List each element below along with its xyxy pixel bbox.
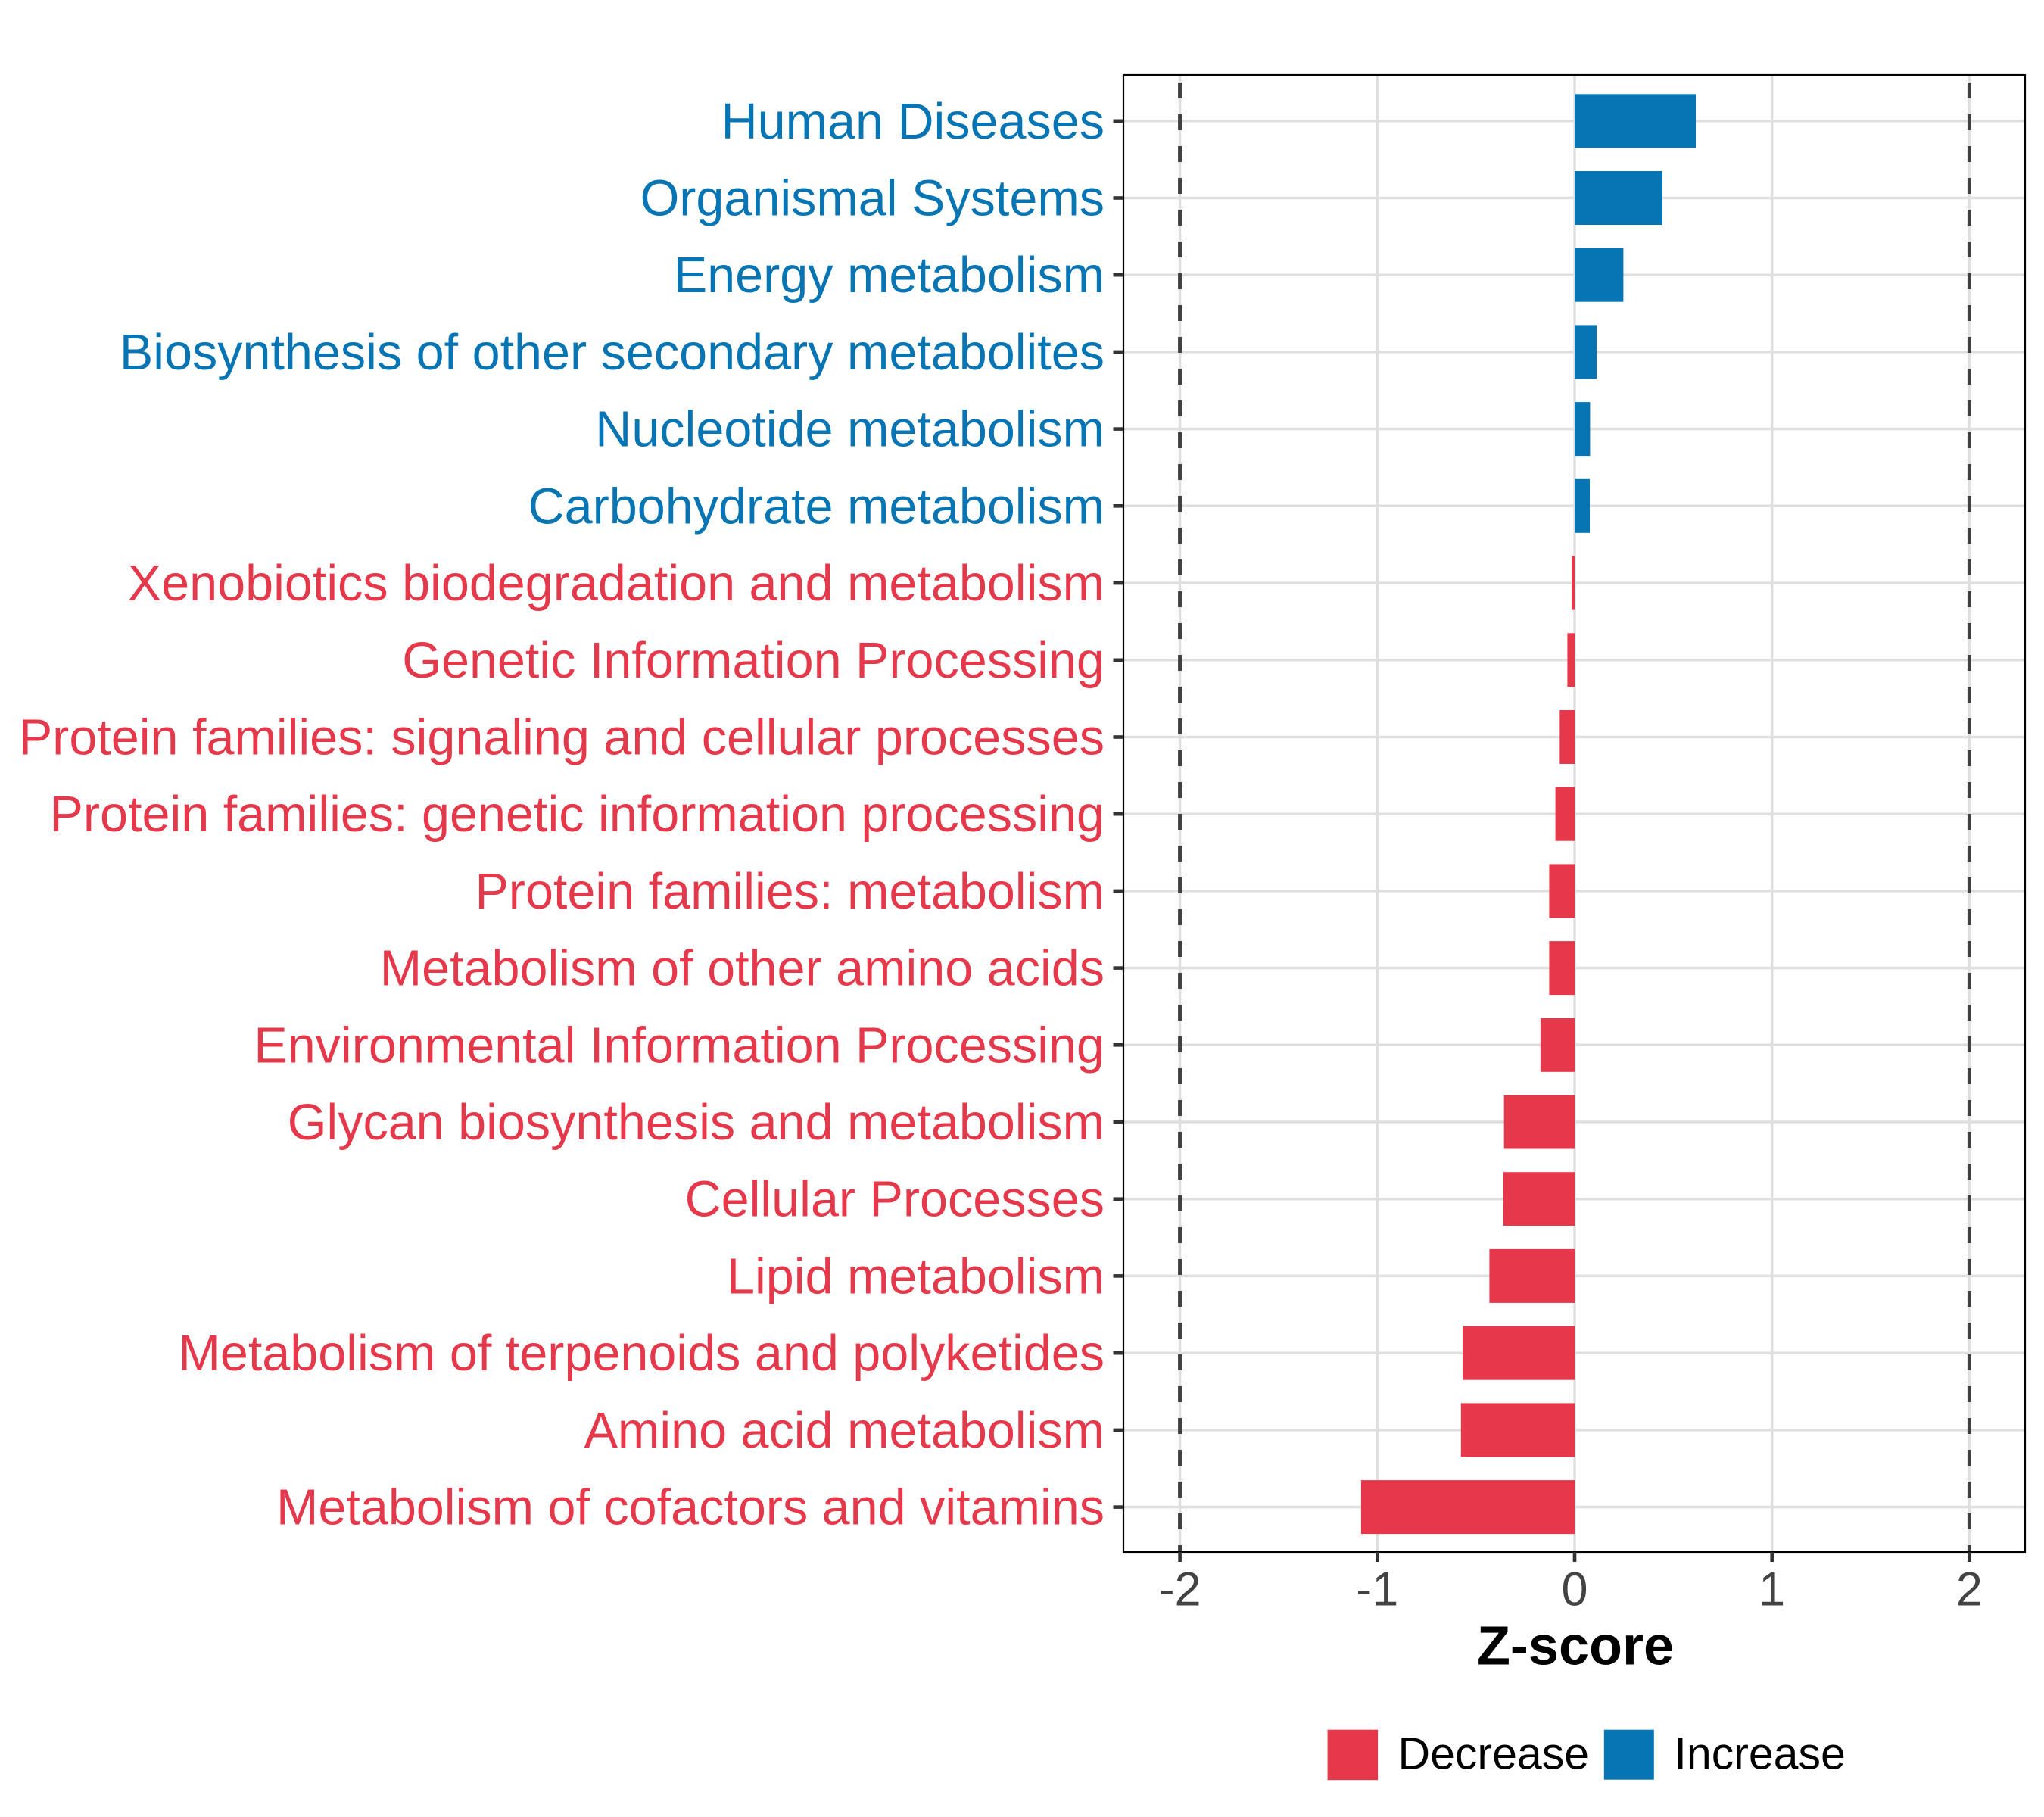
svg-text:Nucleotide metabolism: Nucleotide metabolism <box>595 402 1105 458</box>
svg-text:Energy metabolism: Energy metabolism <box>674 248 1105 304</box>
svg-text:Metabolism of terpenoids and p: Metabolism of terpenoids and polyketides <box>178 1326 1105 1382</box>
svg-text:Genetic Information Processing: Genetic Information Processing <box>402 633 1105 689</box>
svg-text:Carbohydrate metabolism: Carbohydrate metabolism <box>528 478 1105 535</box>
svg-text:Glycan biosynthesis and metabo: Glycan biosynthesis and metabolism <box>288 1095 1105 1151</box>
svg-text:Protein families: genetic info: Protein families: genetic information pr… <box>50 787 1105 843</box>
svg-text:-2: -2 <box>1159 1563 1201 1616</box>
svg-text:Cellular Processes: Cellular Processes <box>685 1172 1105 1228</box>
svg-text:Xenobiotics biodegradation and: Xenobiotics biodegradation and metabolis… <box>128 556 1105 612</box>
svg-text:1: 1 <box>1759 1563 1785 1616</box>
svg-text:Biosynthesis of other secondar: Biosynthesis of other secondary metaboli… <box>120 325 1105 381</box>
svg-text:Z-score: Z-score <box>1477 1616 1674 1677</box>
svg-text:0: 0 <box>1561 1563 1588 1616</box>
svg-text:Decrease: Decrease <box>1398 1728 1590 1778</box>
svg-text:Human Diseases: Human Diseases <box>721 94 1105 150</box>
svg-text:Metabolism of cofactors and vi: Metabolism of cofactors and vitamins <box>276 1480 1105 1536</box>
svg-text:Organismal Systems: Organismal Systems <box>640 171 1105 227</box>
svg-text:Lipid metabolism: Lipid metabolism <box>727 1248 1105 1304</box>
svg-text:Amino acid metabolism: Amino acid metabolism <box>584 1403 1105 1459</box>
svg-text:Protein families: signaling an: Protein families: signaling and cellular… <box>19 710 1105 766</box>
svg-text:Metabolism of other amino acid: Metabolism of other amino acids <box>380 941 1105 997</box>
svg-text:Environmental Information Proc: Environmental Information Processing <box>254 1018 1105 1074</box>
svg-text:Protein families: metabolism: Protein families: metabolism <box>475 864 1105 920</box>
svg-text:-1: -1 <box>1356 1563 1398 1616</box>
svg-text:2: 2 <box>1956 1563 1983 1616</box>
svg-text:Increase: Increase <box>1675 1728 1846 1778</box>
